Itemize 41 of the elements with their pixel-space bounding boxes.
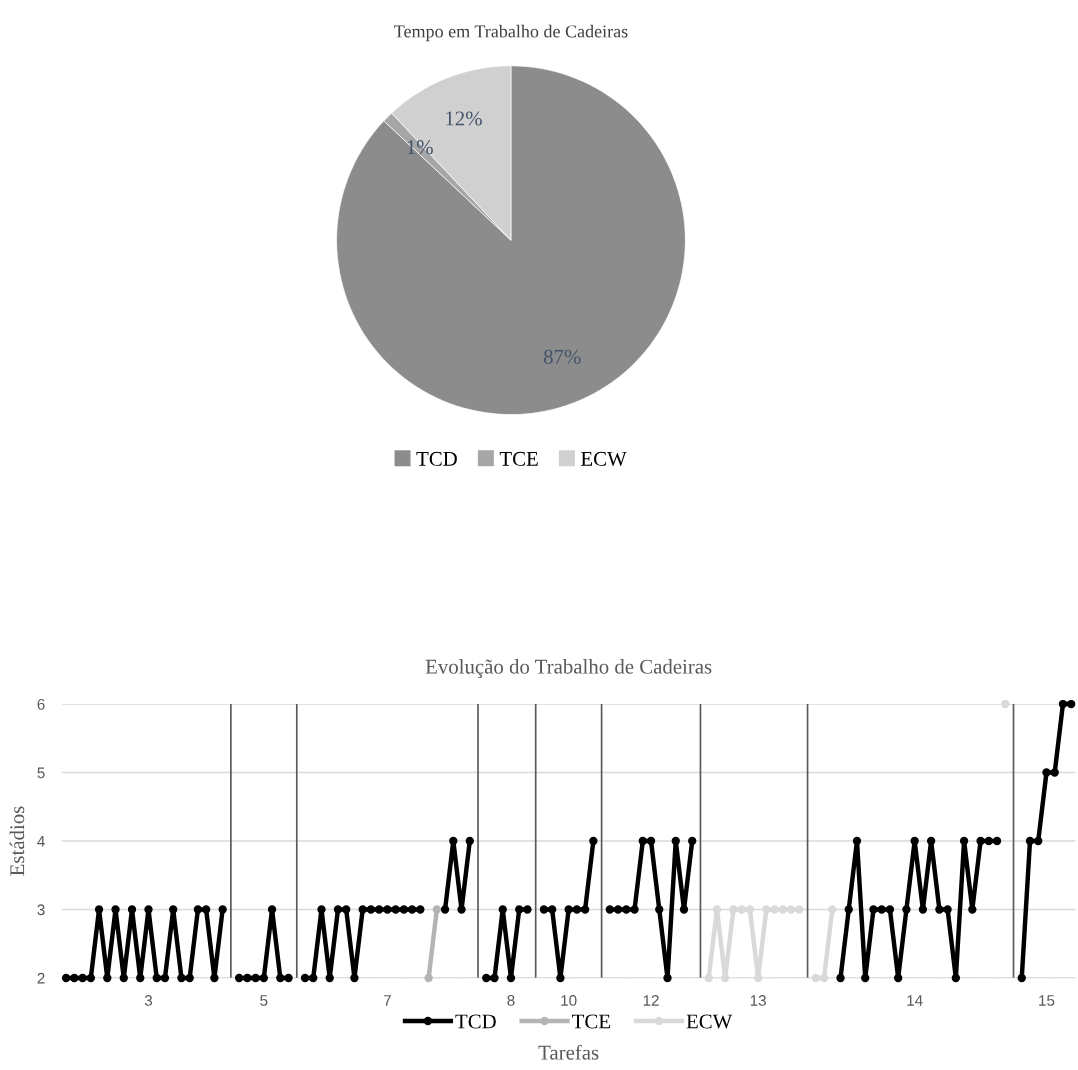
y-tick-label: 6 <box>37 698 45 710</box>
x-tick-label: 13 <box>750 995 766 1006</box>
legend-label: ECW <box>581 451 627 466</box>
x-axis-title: Tarefas <box>538 1044 599 1060</box>
x-tick-label: 14 <box>907 995 923 1006</box>
y-tick-label: 4 <box>37 836 45 847</box>
point <box>819 973 829 983</box>
point <box>745 905 755 914</box>
legend-label: TCE <box>499 451 538 466</box>
point <box>729 905 738 914</box>
point <box>432 905 441 914</box>
point <box>712 905 722 914</box>
x-tick-label: 7 <box>383 995 391 1006</box>
legend-label: TCE <box>572 1014 610 1029</box>
point <box>770 905 779 914</box>
point <box>1001 699 1010 709</box>
data-label: 87% <box>543 349 581 364</box>
legend-label: TCD <box>416 451 457 466</box>
point <box>811 973 820 983</box>
legend-label: ECW <box>686 1014 733 1029</box>
y-tick-label: 3 <box>37 904 45 916</box>
point <box>704 973 713 983</box>
point <box>828 905 837 914</box>
x-tick-label: 10 <box>561 995 577 1006</box>
point <box>424 973 433 983</box>
x-tick-label: 3 <box>144 995 153 1006</box>
x-tick-label: 8 <box>507 995 515 1006</box>
x-tick-label: 5 <box>260 995 268 1006</box>
y-tick-label: 5 <box>37 767 45 779</box>
point <box>762 905 771 914</box>
pie-slice <box>336 65 686 415</box>
y-tick-label: 2 <box>37 972 45 984</box>
point <box>737 905 746 914</box>
y-axis-title: Estádios <box>9 806 25 876</box>
x-tick-label: 15 <box>1039 995 1055 1006</box>
legend-label: TCD <box>455 1014 496 1029</box>
data-label: 12% <box>446 111 482 126</box>
chart-title: Evolução do Trabalho de Cadeiras <box>425 659 712 678</box>
point <box>795 905 804 914</box>
chart-title: Tempo em Trabalho de Cadeiras <box>394 24 628 42</box>
x-tick-label: 12 <box>643 995 659 1006</box>
